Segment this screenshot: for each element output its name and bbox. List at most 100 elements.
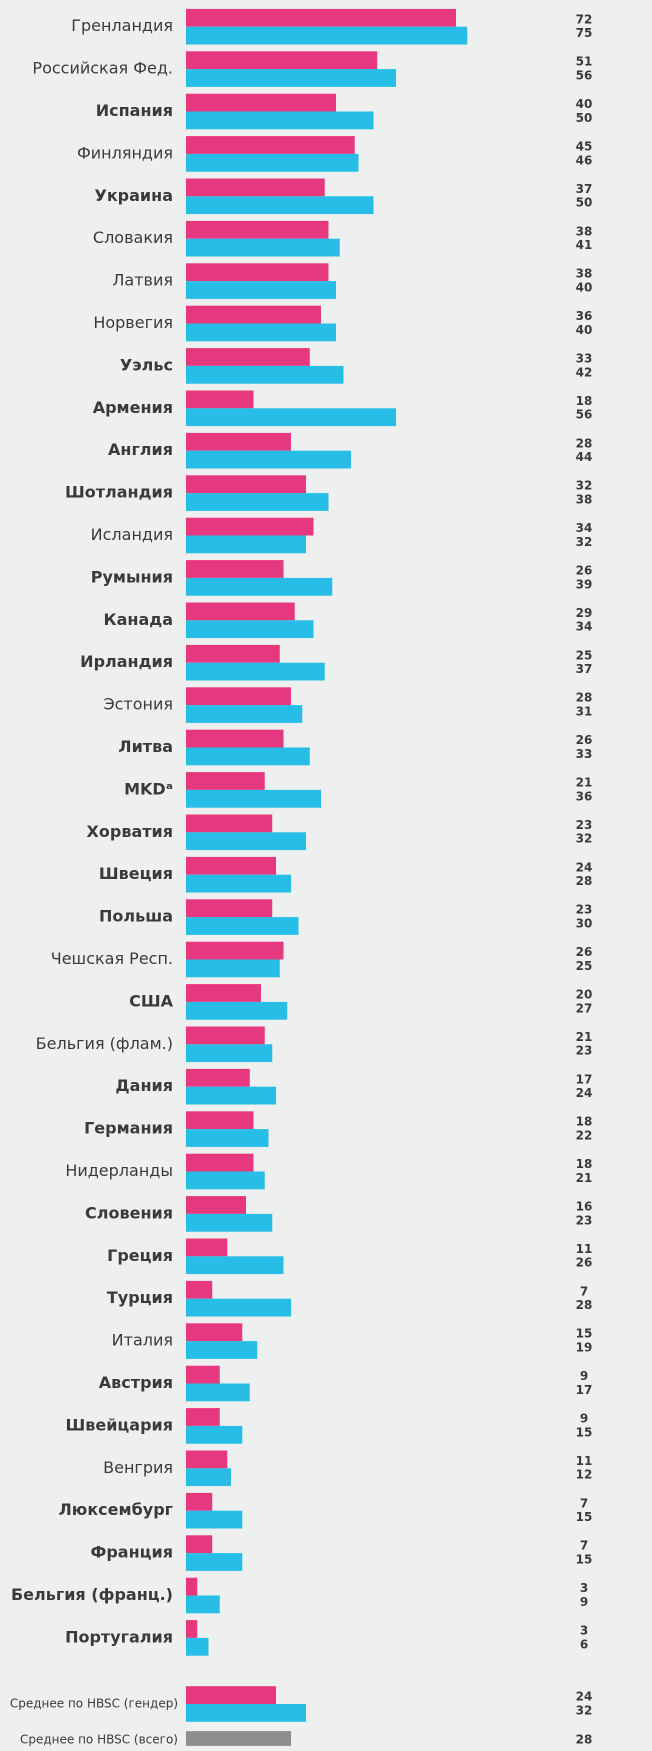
value-label: 38 bbox=[576, 493, 593, 507]
bar bbox=[186, 874, 291, 893]
bar bbox=[186, 1129, 269, 1147]
category-label: Венгрия bbox=[103, 1458, 173, 1477]
bar bbox=[186, 263, 329, 282]
category-label: Исландия bbox=[91, 525, 173, 544]
bar bbox=[186, 432, 291, 451]
bar bbox=[186, 856, 276, 875]
value-label: 17 bbox=[576, 1383, 593, 1397]
bar bbox=[186, 814, 273, 833]
bar bbox=[186, 475, 306, 494]
category-label: MKDᵃ bbox=[124, 779, 173, 798]
value-label: 26 bbox=[576, 564, 593, 578]
category-label: Украина bbox=[94, 186, 173, 205]
value-label: 51 bbox=[576, 55, 593, 69]
category-label: Италия bbox=[112, 1331, 173, 1350]
category-label: Уэльс bbox=[120, 355, 173, 374]
category-label: Словакия bbox=[93, 228, 173, 247]
bar bbox=[186, 136, 355, 154]
bar bbox=[186, 1492, 213, 1511]
bar bbox=[186, 620, 314, 639]
bar bbox=[186, 1686, 276, 1704]
category-label: Польша bbox=[99, 907, 173, 926]
bar bbox=[186, 1196, 246, 1214]
value-label: 23 bbox=[576, 818, 593, 832]
bar bbox=[186, 1044, 273, 1063]
bar bbox=[186, 1731, 291, 1746]
value-label: 15 bbox=[576, 1327, 593, 1341]
category-label: Финляндия bbox=[77, 143, 173, 162]
category-label: Турция bbox=[107, 1288, 173, 1307]
bar bbox=[186, 1256, 284, 1275]
bar bbox=[186, 747, 310, 766]
bar bbox=[186, 917, 299, 935]
value-label: 26 bbox=[576, 733, 593, 747]
bar bbox=[186, 832, 306, 851]
category-label: Дания bbox=[115, 1076, 173, 1095]
value-label: 9 bbox=[580, 1595, 588, 1609]
bar bbox=[186, 1577, 198, 1596]
value-label: 16 bbox=[576, 1200, 593, 1214]
category-label: Канада bbox=[104, 610, 173, 629]
bar bbox=[186, 1213, 273, 1232]
value-label: 38 bbox=[576, 267, 593, 281]
value-label: 12 bbox=[576, 1468, 593, 1482]
bar bbox=[186, 941, 284, 960]
category-label: Литва bbox=[118, 737, 173, 756]
value-label: 28 bbox=[576, 874, 593, 888]
value-label: 28 bbox=[576, 691, 593, 705]
bar bbox=[186, 111, 374, 130]
value-label: 20 bbox=[576, 988, 593, 1002]
value-label: 38 bbox=[576, 224, 593, 238]
value-label: 37 bbox=[576, 182, 593, 196]
category-label: Англия bbox=[108, 440, 173, 459]
bar bbox=[186, 220, 329, 239]
bar bbox=[186, 602, 295, 621]
bar bbox=[186, 281, 336, 299]
bar bbox=[186, 789, 321, 808]
category-label: Армения bbox=[93, 398, 173, 417]
bar bbox=[186, 959, 280, 978]
category-label: Швейцария bbox=[65, 1415, 173, 1434]
value-label: 40 bbox=[576, 281, 593, 295]
category-label: Нидерланды bbox=[65, 1161, 173, 1180]
bar bbox=[186, 1086, 276, 1105]
value-label: 18 bbox=[576, 1157, 593, 1171]
value-label: 32 bbox=[576, 535, 593, 549]
value-label: 36 bbox=[576, 789, 593, 803]
category-label: Испания bbox=[96, 101, 173, 120]
bar bbox=[186, 1153, 254, 1172]
category-label: Бельгия (флам.) bbox=[36, 1034, 173, 1053]
category-label: Греция bbox=[107, 1246, 173, 1265]
value-label: 17 bbox=[576, 1072, 593, 1086]
bar bbox=[186, 517, 314, 536]
bar bbox=[186, 8, 456, 27]
bar bbox=[186, 577, 333, 596]
value-label: 23 bbox=[576, 1213, 593, 1227]
value-label: 25 bbox=[576, 959, 593, 973]
value-label: 40 bbox=[576, 323, 593, 337]
bar bbox=[186, 1111, 254, 1130]
value-label: 30 bbox=[576, 917, 593, 931]
bar bbox=[186, 408, 396, 427]
value-label: 22 bbox=[576, 1129, 593, 1143]
bar bbox=[186, 1637, 209, 1656]
value-label: 15 bbox=[576, 1553, 593, 1567]
bar bbox=[186, 772, 265, 790]
value-label: 39 bbox=[576, 577, 593, 591]
bar bbox=[186, 1323, 243, 1342]
bar bbox=[186, 365, 344, 384]
bar bbox=[186, 1704, 306, 1722]
bar bbox=[186, 899, 273, 918]
value-label: 24 bbox=[576, 860, 593, 874]
bar bbox=[186, 1383, 250, 1402]
value-label: 33 bbox=[576, 352, 593, 366]
value-label: 23 bbox=[576, 903, 593, 917]
value-label: 45 bbox=[576, 140, 593, 154]
category-label: Германия bbox=[84, 1119, 173, 1138]
value-label: 32 bbox=[576, 832, 593, 846]
bar bbox=[186, 1171, 265, 1190]
bar bbox=[186, 450, 351, 469]
value-label: 33 bbox=[576, 747, 593, 761]
